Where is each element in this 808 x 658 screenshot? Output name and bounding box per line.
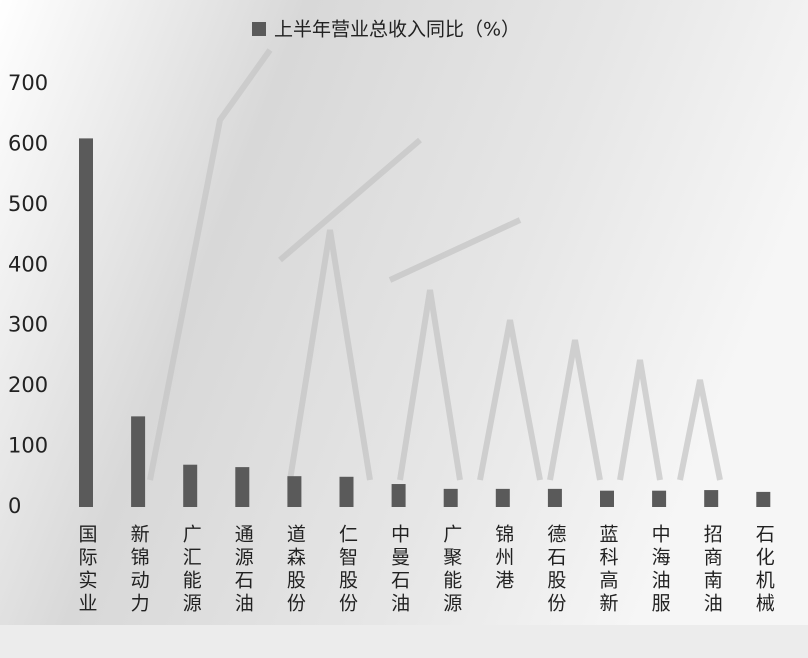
x-tick-label: 新锦动力 xyxy=(128,524,150,616)
background xyxy=(0,0,808,625)
bar xyxy=(339,476,354,507)
y-tick-label: 300 xyxy=(8,313,48,337)
x-tick-label: 蓝科高新 xyxy=(597,524,619,616)
bar xyxy=(652,490,667,507)
footer-strip xyxy=(0,625,808,658)
bar xyxy=(79,138,93,507)
y-tick-label: 0 xyxy=(8,494,21,518)
x-tick-label: 广汇能源 xyxy=(180,524,202,616)
legend-swatch xyxy=(252,22,266,36)
x-tick-label: 石化机械 xyxy=(753,524,775,616)
x-tick-label: 通源石油 xyxy=(232,524,254,616)
x-tick-label: 仁智股份 xyxy=(336,524,358,616)
bar xyxy=(131,416,146,507)
bar xyxy=(287,476,302,507)
bar xyxy=(183,464,198,507)
bar xyxy=(495,488,510,507)
y-tick-label: 600 xyxy=(8,131,48,155)
bar xyxy=(547,488,562,507)
x-tick-label: 广聚能源 xyxy=(440,524,462,616)
y-tick-label: 700 xyxy=(8,71,48,95)
x-tick-label: 德石股份 xyxy=(544,524,566,616)
x-tick-label: 中海油服 xyxy=(649,524,671,616)
y-tick-label: 100 xyxy=(8,434,48,458)
y-tick-label: 400 xyxy=(8,252,48,276)
x-tick-label: 招商南油 xyxy=(701,524,723,616)
x-tick-label: 中曼石油 xyxy=(388,524,410,616)
bar xyxy=(756,491,771,507)
bar xyxy=(391,484,406,507)
y-tick-label: 500 xyxy=(8,192,48,216)
pumpjack-decor xyxy=(147,48,723,481)
x-tick-label: 国际实业 xyxy=(76,524,98,616)
bar xyxy=(443,488,458,507)
legend-label: 上半年营业总收入同比（%） xyxy=(274,19,520,41)
bar xyxy=(235,467,250,507)
x-tick-label: 道森股份 xyxy=(284,524,306,616)
y-tick-label: 200 xyxy=(8,373,48,397)
bar xyxy=(600,490,614,507)
x-tick-label: 锦州港 xyxy=(492,524,514,593)
bar xyxy=(704,490,719,507)
